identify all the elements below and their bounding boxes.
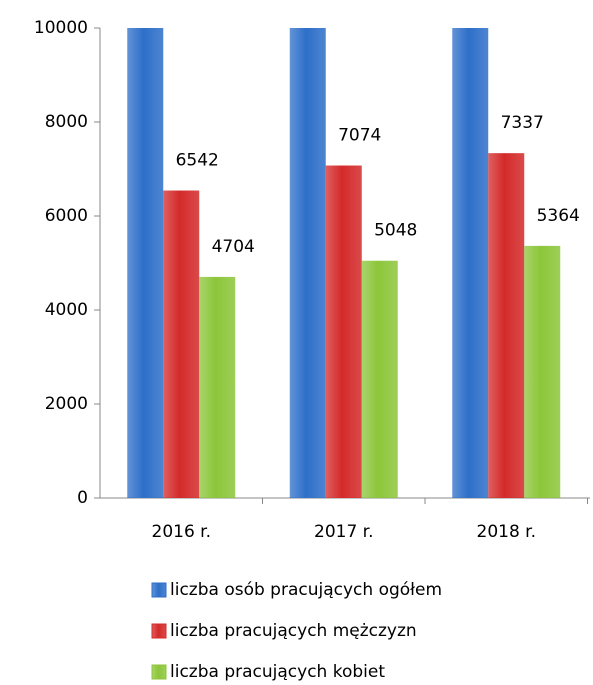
y-tick-label: 4000 (45, 300, 88, 320)
y-tick-label: 2000 (45, 394, 88, 414)
legend-swatch (151, 582, 167, 598)
bar (488, 153, 525, 498)
data-label: 4704 (212, 237, 255, 257)
bar (163, 190, 200, 498)
bar (452, 28, 489, 498)
bars (127, 28, 561, 498)
legend-label: liczba pracujących mężczyzn (170, 621, 417, 641)
bar (199, 276, 236, 498)
y-tick-label: 0 (77, 488, 88, 508)
x-tick-label: 2016 r. (152, 522, 212, 542)
data-label: 5364 (537, 206, 580, 226)
x-tick-label: 2017 r. (314, 522, 374, 542)
x-tick-label: 2018 r. (477, 522, 537, 542)
legend-label: liczba pracujących kobiet (170, 662, 385, 681)
data-label: 7074 (338, 126, 381, 146)
bar (325, 165, 362, 498)
legend-label: liczba osób pracujących ogółem (170, 580, 442, 600)
data-label: 5048 (374, 221, 417, 241)
bar (127, 28, 164, 498)
legend-swatch (151, 623, 167, 639)
bar (524, 245, 561, 498)
y-tick-label: 8000 (45, 112, 88, 132)
data-label: 7337 (501, 113, 544, 133)
legend-swatch (151, 664, 167, 680)
y-tick-label: 10000 (34, 18, 88, 38)
bar (289, 28, 326, 498)
y-tick-label: 6000 (45, 206, 88, 226)
data-label: 6542 (176, 151, 219, 171)
bar (361, 260, 398, 498)
